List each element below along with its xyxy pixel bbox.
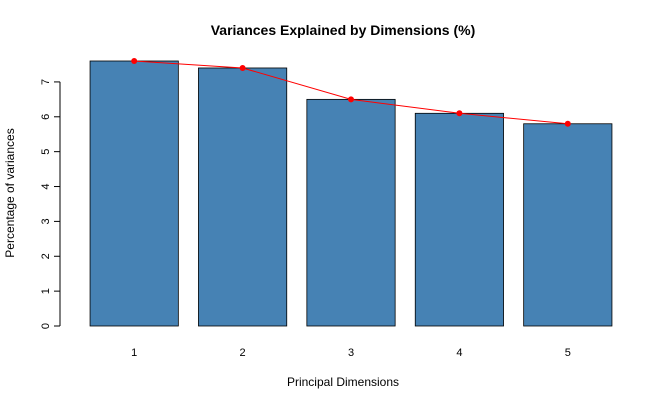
- y-tick-label: 1: [40, 288, 52, 294]
- y-axis-label: Percentage of variances: [3, 128, 17, 257]
- y-tick-label: 6: [40, 114, 52, 120]
- trend-point: [456, 110, 463, 117]
- x-tick-label: 2: [240, 347, 246, 359]
- trend-point: [348, 96, 354, 103]
- x-axis-ticks: 1 2 3 4 5: [131, 347, 571, 359]
- bar: [198, 67, 288, 327]
- bar: [414, 112, 504, 327]
- bar: [523, 123, 613, 327]
- y-axis: 0 1 2 3 4 5 6 7: [40, 79, 61, 329]
- trend-point: [239, 64, 246, 71]
- y-tick-label: 3: [40, 218, 52, 224]
- bar: [89, 60, 179, 327]
- x-tick-label: 4: [456, 347, 462, 359]
- bar: [306, 98, 396, 327]
- bars-group: [89, 60, 613, 327]
- x-axis-label: Principal Dimensions: [287, 375, 399, 389]
- trend-line-group: [131, 58, 571, 127]
- x-tick-label: 3: [348, 347, 354, 359]
- y-tick-label: 4: [40, 183, 52, 189]
- y-tick-label: 7: [40, 79, 52, 85]
- x-tick-label: 1: [131, 347, 137, 359]
- x-tick-label: 5: [565, 347, 571, 359]
- trend-point: [131, 58, 138, 64]
- y-tick-label: 0: [40, 323, 52, 329]
- y-tick-label: 2: [40, 253, 52, 259]
- chart-title: Variances Explained by Dimensions (%): [211, 22, 476, 38]
- trend-point: [564, 120, 571, 127]
- y-tick-label: 5: [40, 149, 52, 155]
